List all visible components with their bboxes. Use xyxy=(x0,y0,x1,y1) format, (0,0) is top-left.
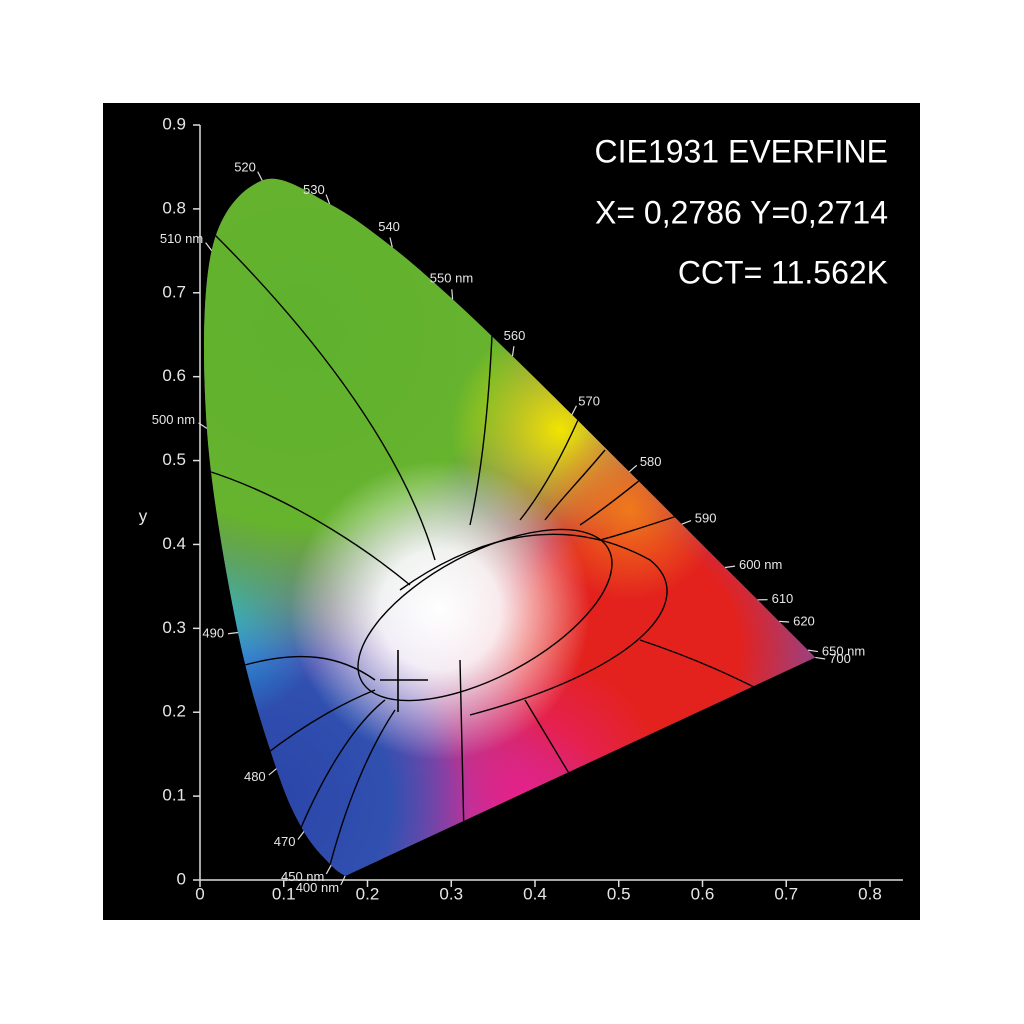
y-tick-label: 0.7 xyxy=(162,282,186,301)
wavelength-tick xyxy=(779,620,790,623)
y-tick-label: 0.3 xyxy=(162,618,186,637)
wavelength-label: 550 nm xyxy=(430,271,473,286)
wavelength-label: 480 xyxy=(244,769,266,784)
wavelength-label: 510 nm xyxy=(160,231,203,246)
wavelength-label: 530 xyxy=(303,182,325,197)
wavelength-tick xyxy=(451,289,454,300)
chart-title: CIE1931 EVERFINE xyxy=(595,133,888,169)
wavelength-tick xyxy=(681,519,692,525)
wavelength-tick xyxy=(325,864,332,875)
wavelength-label: 450 nm xyxy=(281,869,324,884)
wavelength-tick xyxy=(815,656,826,660)
x-tick-label: 0.3 xyxy=(439,884,463,903)
wavelength-tick xyxy=(297,831,305,840)
wavelength-tick xyxy=(340,875,346,886)
wavelength-tick xyxy=(257,171,263,181)
x-tick-label: 0 xyxy=(195,884,204,903)
axes xyxy=(193,124,903,887)
bottom-margin xyxy=(0,920,1024,1024)
wavelength-tick xyxy=(389,237,393,248)
annotation: CCT= 11.562K xyxy=(678,254,888,290)
wavelength-label: 650 nm xyxy=(822,644,865,659)
wavelength-tick xyxy=(325,194,331,205)
y-tick-label: 0.2 xyxy=(162,702,186,721)
wavelength-label: 490 xyxy=(202,626,224,641)
y-tick-label: 0.6 xyxy=(162,366,186,385)
annotation: X= 0,2786 Y=0,2714 xyxy=(595,194,888,230)
y-tick-label: 0.8 xyxy=(162,198,186,217)
x-tick-label: 0.1 xyxy=(272,884,296,903)
wavelength-label: 570 xyxy=(578,394,600,409)
wavelength-tick xyxy=(807,649,819,653)
x-tick-label: 0.2 xyxy=(356,884,380,903)
wavelength-label: 400 nm xyxy=(296,880,339,895)
y-tick-label: 0.1 xyxy=(162,786,186,805)
wavelength-label: 470 xyxy=(274,834,296,849)
x-tick-label: 0.8 xyxy=(858,884,882,903)
wavelength-label: 590 xyxy=(695,511,717,526)
y-tick-label: 0.9 xyxy=(162,114,186,133)
wavelength-tick xyxy=(198,422,208,429)
wavelength-tick xyxy=(228,631,239,635)
wavelength-label: 520 xyxy=(234,159,256,174)
y-axis-label: y xyxy=(139,506,148,525)
wavelength-label: 620 xyxy=(793,614,815,629)
wavelength-label: 600 nm xyxy=(739,557,782,572)
x-tick-label: 0.6 xyxy=(691,884,715,903)
wavelength-label: 500 nm xyxy=(152,412,195,427)
y-tick-label: 0.4 xyxy=(162,534,186,553)
wavelength-tick xyxy=(628,464,638,473)
x-tick-label: 0.4 xyxy=(523,884,547,903)
wavelength-tick xyxy=(268,768,277,776)
wavelength-tick xyxy=(511,346,515,357)
y-tick-label: 0 xyxy=(177,869,186,888)
wavelength-tick xyxy=(571,405,577,415)
wavelength-label: 610 xyxy=(772,591,794,606)
wavelength-label: 560 xyxy=(504,328,526,343)
wavelength-tick xyxy=(725,565,736,569)
wavelength-label: 700 xyxy=(829,651,851,666)
wavelength-tick xyxy=(205,242,213,252)
wavelength-label: 580 xyxy=(640,454,662,469)
x-tick-label: 0.5 xyxy=(607,884,631,903)
wavelength-label: 540 xyxy=(378,219,400,234)
x-tick-label: 0.7 xyxy=(774,884,798,903)
y-tick-label: 0.5 xyxy=(162,450,186,469)
